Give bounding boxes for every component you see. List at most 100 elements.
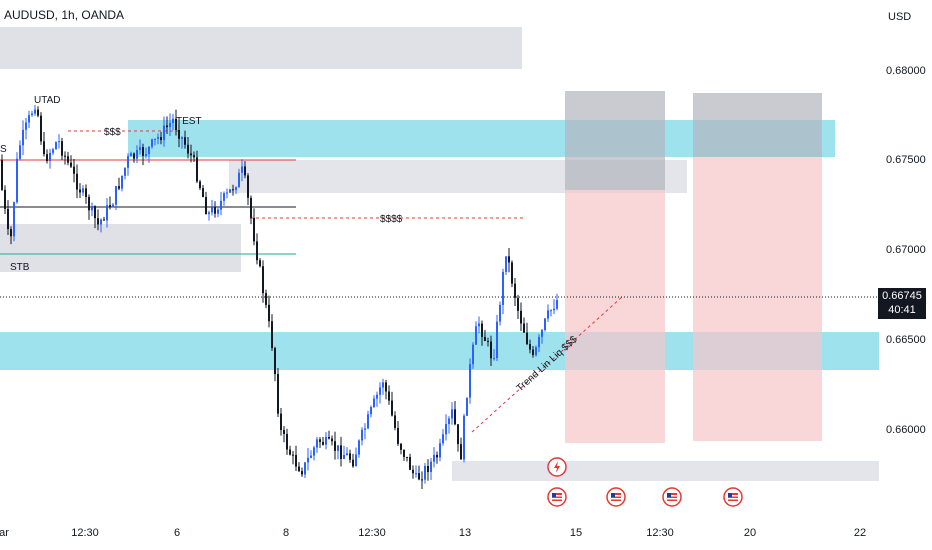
- candle-body: [478, 323, 480, 327]
- candle-body: [451, 409, 453, 419]
- zone-gray-bottom: [452, 461, 879, 481]
- candle-body: [382, 382, 384, 388]
- candle-body: [487, 340, 489, 342]
- trendline: [471, 296, 623, 433]
- candle-body: [304, 462, 306, 475]
- x-tick-label: 12:30: [71, 527, 99, 539]
- candle-body: [511, 262, 513, 284]
- candle-body: [46, 154, 48, 162]
- candle-body: [502, 271, 504, 305]
- candle-body: [76, 173, 78, 190]
- candle-body: [391, 400, 393, 416]
- candle-body: [52, 149, 54, 153]
- symbol-title[interactable]: AUDUSD, 1h, OANDA: [4, 8, 125, 22]
- x-tick-label: ar: [0, 527, 9, 539]
- candle-body: [97, 218, 99, 225]
- candle-body: [199, 181, 201, 189]
- candle-body: [307, 457, 309, 463]
- candle-body: [337, 445, 339, 451]
- candle-body: [37, 109, 39, 116]
- candle-body: [412, 469, 414, 474]
- candle-body: [217, 209, 219, 214]
- candle-body: [544, 318, 546, 331]
- us-flag-icon-stripe: [728, 495, 738, 497]
- candle-body: [223, 193, 225, 201]
- candle-body: [79, 189, 81, 193]
- candle-body: [514, 283, 516, 298]
- candle-body: [280, 413, 282, 431]
- candle-body: [124, 167, 126, 176]
- candle-body: [343, 454, 345, 459]
- candle-body: [16, 158, 18, 203]
- candle-body: [10, 229, 12, 237]
- candle-body: [250, 197, 252, 218]
- x-tick-label: 8: [282, 527, 290, 539]
- candle-body: [520, 310, 522, 324]
- candle-body: [151, 139, 153, 147]
- candle-body: [247, 175, 249, 198]
- candle-body: [136, 150, 138, 159]
- candle-body: [193, 155, 195, 158]
- candle-body: [289, 449, 291, 455]
- y-tick-label: 0.67500: [886, 154, 926, 166]
- candle-body: [70, 162, 72, 167]
- candle-body: [40, 115, 42, 142]
- candle-body: [235, 187, 237, 191]
- candle-body: [433, 454, 435, 462]
- last-price-value: 0.66745: [882, 290, 922, 302]
- lightning-icon-bolt: [554, 461, 560, 473]
- candle-body: [91, 206, 93, 211]
- candle-body: [133, 153, 135, 159]
- us-flag-icon-stripe: [667, 495, 677, 497]
- position-zone: [565, 91, 665, 190]
- x-tick-label: 20: [743, 527, 757, 539]
- candle-body: [550, 310, 552, 312]
- candle-body: [349, 453, 351, 460]
- candle-body: [241, 166, 243, 173]
- candle-body: [187, 144, 189, 154]
- us-flag-icon-canton: [611, 493, 615, 497]
- annotation-s: S: [0, 144, 7, 155]
- candle-body: [298, 466, 300, 472]
- candle-body: [55, 142, 57, 150]
- candle-body: [58, 141, 60, 143]
- candle-body: [364, 428, 366, 430]
- candle-body: [313, 447, 315, 456]
- candle-body: [373, 398, 375, 408]
- candle-body: [157, 137, 159, 139]
- us-flag-icon-stripes: [611, 493, 621, 501]
- candle-body: [166, 125, 168, 128]
- annotation-stb: STB: [10, 262, 30, 273]
- candle-body: [445, 424, 447, 435]
- candle-body: [25, 122, 27, 130]
- candle-body: [424, 465, 426, 480]
- candle-body: [196, 157, 198, 182]
- candle-body: [256, 241, 258, 261]
- candle-body: [208, 212, 210, 215]
- candle-body: [505, 256, 507, 272]
- candle-body: [460, 444, 462, 460]
- candle-body: [181, 137, 183, 139]
- candle-body: [475, 326, 477, 345]
- candle-body: [301, 471, 303, 475]
- us-flag-icon-stripe: [728, 498, 738, 500]
- candle-body: [388, 391, 390, 401]
- candle-body: [220, 200, 222, 210]
- last-price-badge: 0.66745 40:41: [878, 288, 926, 319]
- candle-body: [103, 219, 105, 221]
- candle-body: [400, 443, 402, 450]
- stop-zone: [693, 157, 822, 441]
- candle-body: [148, 146, 150, 155]
- candle-body: [130, 153, 132, 157]
- us-flag-icon-canton: [728, 493, 732, 497]
- candle-body: [439, 443, 441, 458]
- us-flag-icon-stripe: [611, 498, 621, 500]
- candle-body: [211, 207, 213, 213]
- candle-body: [331, 438, 333, 442]
- y-tick-label: 0.66000: [886, 424, 926, 436]
- x-tick-label: 15: [569, 527, 583, 539]
- candle-body: [532, 349, 534, 356]
- candle-body: [553, 308, 555, 311]
